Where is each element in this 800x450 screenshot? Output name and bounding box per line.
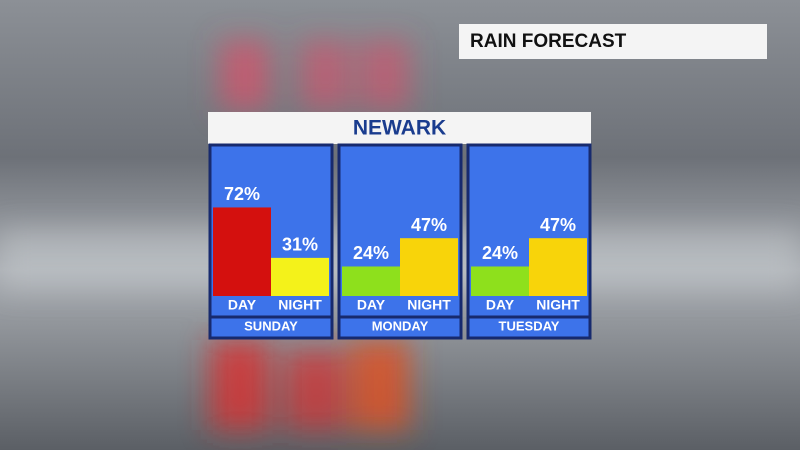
value-label: 47% [540, 215, 576, 235]
category-label: DAY [486, 297, 515, 313]
bar [529, 238, 587, 296]
category-label: DAY [357, 297, 386, 313]
value-label: 24% [353, 243, 389, 263]
category-label: DAY [228, 297, 257, 313]
bar [400, 238, 458, 296]
title-box [208, 112, 591, 144]
category-label: NIGHT [407, 297, 451, 313]
header-title: RAIN FORECAST [470, 31, 627, 52]
value-label: 47% [411, 215, 447, 235]
value-label: 72% [224, 184, 260, 204]
group-label: TUESDAY [499, 318, 560, 333]
group-label: SUNDAY [244, 318, 298, 333]
value-label: 24% [482, 243, 518, 263]
bar [213, 207, 271, 296]
header-box [459, 24, 767, 59]
group-label: MONDAY [372, 318, 429, 333]
category-label: NIGHT [536, 297, 580, 313]
bar [271, 257, 329, 296]
value-label: 31% [282, 235, 318, 255]
bar [342, 266, 400, 296]
category-label: NIGHT [278, 297, 322, 313]
bar [471, 266, 529, 296]
chart-title: NEWARK [353, 117, 446, 140]
